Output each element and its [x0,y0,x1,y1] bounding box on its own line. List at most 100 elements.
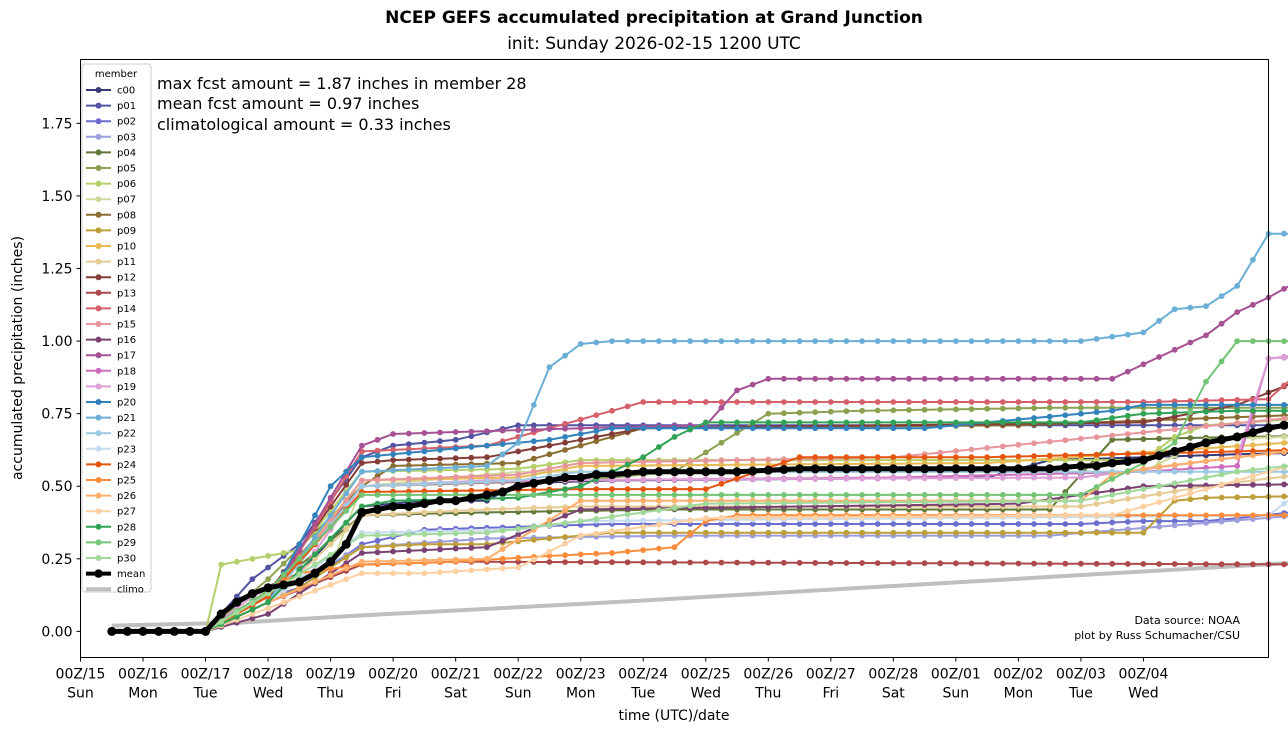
p15-point-60 [1046,438,1053,445]
p10-point-38 [702,462,709,468]
p29-point-20 [421,492,428,498]
x-tick-label-12: 00Z/27 [806,667,856,683]
series-mean [107,420,1288,636]
p29-point-13 [312,539,318,546]
p19-point-56 [984,475,990,481]
p11-point-73 [1250,477,1256,484]
mean-point-5 [185,626,195,636]
legend-item-p25: p25 [86,476,136,487]
p02-point-60 [1046,521,1053,527]
p21-point-31 [593,339,600,346]
legend-label-mean: mean [117,569,145,580]
p13-point-45 [812,560,819,566]
p28-point-9 [249,606,256,613]
p28-point-47 [843,419,850,426]
p30-point-48 [859,499,865,506]
p20-point-70 [1203,402,1209,408]
p24-point-54 [953,454,959,461]
p20-point-36 [671,425,678,432]
p26-point-19 [405,557,412,564]
p09-point-51 [906,529,912,536]
p13-point-56 [984,560,990,567]
p16-point-39 [718,504,725,511]
x-tick-day-12: Fri [822,686,839,702]
x-tick-label-0: 00Z/15 [56,667,106,683]
p17-point-22 [452,429,459,435]
p27-point-62 [1078,512,1084,519]
mean-point-58 [1013,464,1023,474]
p21-point-28 [546,364,553,371]
p21-point-58 [1015,338,1022,344]
p28-point-38 [702,419,709,426]
p29-point-43 [781,492,787,498]
p17-point-67 [1156,354,1162,360]
p11-line [111,475,1288,633]
p27-point-73 [1250,473,1256,479]
p24-point-33 [624,486,631,492]
p14-point-47 [843,399,850,405]
mean-point-51 [904,464,914,474]
p14-point-42 [765,399,772,405]
p18-point-72 [1234,463,1241,469]
p21-point-33 [624,338,631,344]
p11-point-61 [1062,503,1069,510]
legend-label-p06: p06 [117,179,136,190]
x-tick-day-10: Wed [690,686,721,702]
p30-point-39 [718,500,725,507]
p29-point-32 [609,492,615,498]
p14-point-36 [671,399,678,405]
p19-point-47 [843,475,850,482]
p11-point-21 [437,508,443,515]
p21-point-65 [1124,331,1131,338]
p11-point-64 [1109,498,1116,505]
p24-point-72 [1234,448,1241,455]
p03-point-69 [1187,521,1194,527]
p15-point-35 [656,458,662,465]
p28-point-37 [687,426,693,433]
p29-point-19 [405,492,412,498]
p20-point-66 [1140,402,1147,408]
p11-point-14 [327,541,334,548]
p20-point-71 [1218,402,1225,408]
legend-item-p06: p06 [86,179,136,190]
p19-point-61 [1062,474,1069,481]
p01-point-18 [390,442,396,449]
p27-point-49 [874,514,881,520]
p30-point-55 [968,498,975,505]
p22-point-18 [390,482,396,488]
p09-point-43 [781,529,787,536]
x-tick-label-5: 00Z/20 [368,667,418,683]
legend-marker-p10 [95,243,102,249]
p16-point-40 [734,504,740,511]
legend-label-p24: p24 [117,460,136,471]
p11-point-13 [312,555,318,562]
p28-point-68 [1171,409,1178,416]
x-tick-day-3: Wed [253,686,284,702]
p05-point-55 [968,406,975,412]
x-tick-day-2: Tue [193,686,218,702]
p15-point-22 [452,474,459,480]
p30-point-9 [249,600,256,606]
y-tick-label-1: 0.25 [41,552,72,568]
p25-point-33 [624,548,631,555]
y-tick-label-3: 0.75 [41,407,72,423]
p30-point-54 [953,498,959,505]
p09-point-61 [1062,529,1069,536]
p29-point-49 [874,492,881,498]
p29-point-47 [843,492,850,498]
p11-point-15 [343,526,350,533]
p11-point-25 [499,506,506,512]
p26-point-75 [1281,449,1287,455]
p13-point-54 [953,560,959,567]
p27-point-16 [359,570,365,577]
p28-point-10 [265,599,271,606]
legend-marker-p09 [95,227,102,234]
p16-point-25 [499,538,506,544]
p21-point-57 [999,338,1006,344]
p10-point-37 [687,462,693,468]
p08-point-25 [499,460,506,467]
p08-point-29 [562,447,568,453]
p14-point-54 [953,399,959,405]
p12-point-64 [1109,419,1116,426]
